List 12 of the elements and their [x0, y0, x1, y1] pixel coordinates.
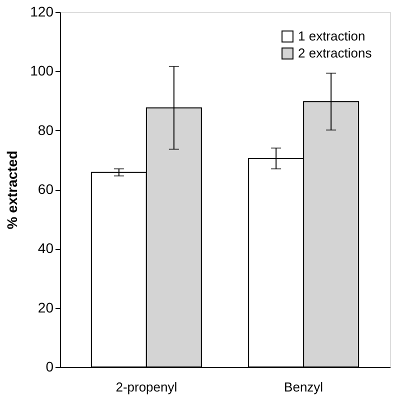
x-tick-label: Benzyl: [284, 380, 324, 394]
y-tick-label: 120: [30, 4, 54, 20]
x-tick-label: 2-propenyl: [116, 380, 178, 394]
y-tick-label: 80: [38, 122, 54, 138]
legend-label: 1 extraction: [298, 28, 366, 44]
y-tick-label: 20: [38, 299, 54, 316]
y-tick-label: 40: [38, 240, 54, 256]
y-tick-label: 60: [38, 181, 54, 197]
legend-label: 2 extractions: [298, 46, 372, 60]
y-axis-title: % extracted: [4, 150, 20, 230]
y-tick-label: 100: [30, 62, 54, 79]
y-tick-label: 0: [46, 358, 54, 374]
